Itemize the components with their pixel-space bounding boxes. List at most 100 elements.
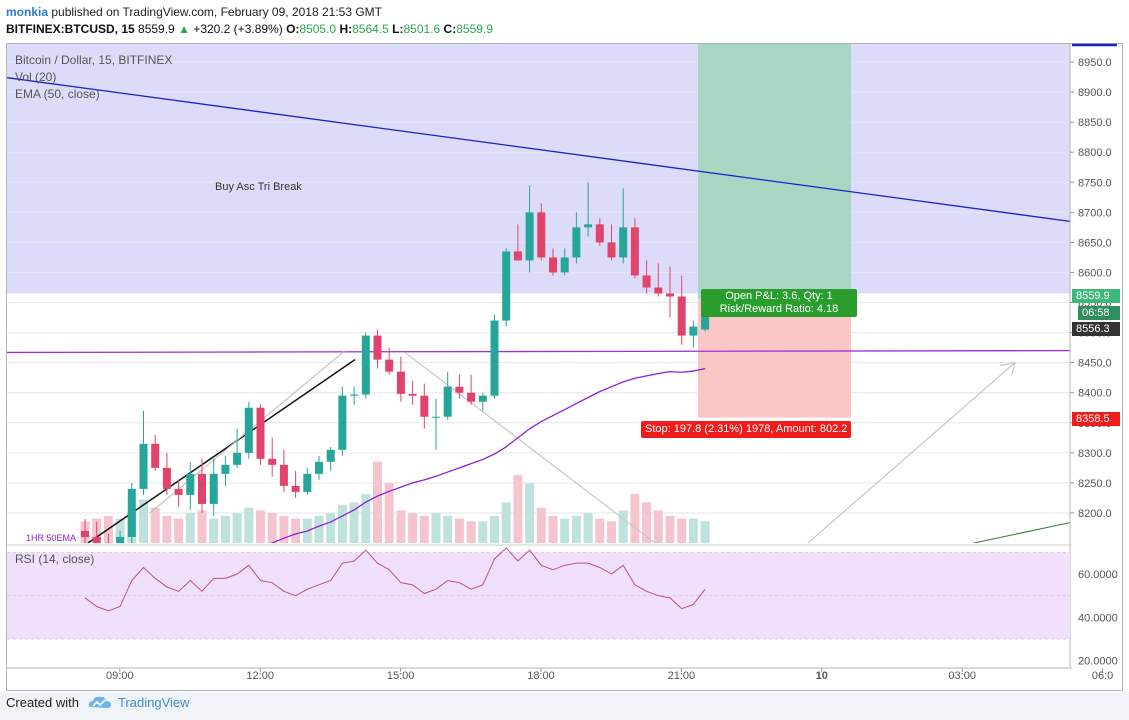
close-value: 8559.9 xyxy=(456,22,493,36)
volume-bar xyxy=(653,510,663,543)
volume-bar xyxy=(454,518,464,543)
arrow-head-icon xyxy=(999,361,1016,375)
volume-bar xyxy=(244,507,254,543)
volume-bar xyxy=(525,483,535,543)
volume-bar xyxy=(419,515,429,543)
volume-bar xyxy=(548,515,558,543)
author-link[interactable]: monkia xyxy=(6,5,49,19)
volume-bar xyxy=(291,518,301,543)
open-label: O: xyxy=(286,22,300,36)
tradingview-logo-icon xyxy=(89,696,111,708)
tradingview-brand-link[interactable]: TradingView xyxy=(118,695,190,710)
price-change: +320.2 (+3.89%) xyxy=(193,22,283,36)
ema-tag: 1HR 50EMA xyxy=(26,533,77,543)
high-label: H: xyxy=(339,22,353,36)
rsi-tick-label: 20.0000 xyxy=(1078,656,1118,668)
ema-legend: EMA (50, close) xyxy=(15,87,100,101)
close-label: C: xyxy=(443,22,457,36)
volume-bar xyxy=(677,518,687,543)
up-triangle-icon: ▲ xyxy=(178,22,190,36)
price-tick-label: 8400.0 xyxy=(1078,388,1112,400)
volume-bar xyxy=(490,515,499,543)
volume-legend: Vol (20) xyxy=(15,70,57,84)
volume-bar xyxy=(642,502,652,543)
footer xyxy=(0,692,1129,720)
entry-price-tag: 8556.3 xyxy=(1072,322,1120,336)
stop-price-tag: 8358.5 xyxy=(1072,412,1120,426)
candle-body xyxy=(432,416,440,418)
low-value: 8501.6 xyxy=(403,22,441,36)
candle-body xyxy=(186,473,195,495)
time-tick-label: 12:00 xyxy=(246,670,274,682)
candle-body xyxy=(560,257,569,273)
price-tick-label: 8900.0 xyxy=(1078,87,1112,99)
horizontal-support-line xyxy=(7,349,1070,354)
candle-body xyxy=(151,443,160,468)
candle-body xyxy=(268,458,277,465)
volume-bar xyxy=(314,515,324,543)
ema50-line xyxy=(270,368,706,543)
volume-bar xyxy=(571,515,581,543)
volume-bar xyxy=(607,521,616,543)
candle-body xyxy=(420,395,429,417)
volume-bar xyxy=(700,521,710,543)
time-tick-label: 18:00 xyxy=(527,670,555,682)
time-tick-label: 09:00 xyxy=(106,670,134,682)
published-text: published on TradingView.com, February 0… xyxy=(51,5,382,19)
ohlc-line: BITFINEX:BTCUSD, 15 8559.9 ▲ +320.2 (+3.… xyxy=(6,22,493,36)
volume-bar xyxy=(466,521,476,543)
candle-body xyxy=(595,224,604,243)
volume-bar xyxy=(150,507,160,543)
candle-body xyxy=(490,320,499,396)
volume-bar xyxy=(583,513,593,543)
profit-zone xyxy=(698,44,851,299)
publish-line: monkia published on TradingView.com, Feb… xyxy=(6,5,382,19)
volume-bar xyxy=(478,521,488,543)
candle-body xyxy=(221,464,230,474)
candle-body xyxy=(174,488,183,495)
volume-bar xyxy=(560,518,570,543)
open-value: 8505.0 xyxy=(299,22,337,36)
volume-bar xyxy=(267,513,277,543)
volume-bar xyxy=(220,515,230,543)
last-price-tag: 8559.9 xyxy=(1072,289,1120,303)
candle-body xyxy=(279,464,288,486)
time-tick-label: 10 xyxy=(816,670,828,682)
candle-body xyxy=(338,395,347,450)
candle-body xyxy=(139,443,148,489)
candle-body xyxy=(116,536,125,543)
volume-bar xyxy=(396,510,406,543)
chart-frame xyxy=(6,43,1123,691)
candle-body xyxy=(455,386,464,393)
countdown-tag: 06:58 xyxy=(1078,306,1120,320)
symbol-label: BITFINEX:BTCUSD, 15 xyxy=(6,22,135,36)
rsi-legend: RSI (14, close) xyxy=(15,552,95,566)
buy-note: Buy Asc Tri Break xyxy=(215,181,302,193)
candle-body xyxy=(92,536,101,543)
low-label: L: xyxy=(392,22,404,36)
risk-reward-label: Risk/Reward Ratio: 4.18 xyxy=(719,303,839,315)
candle-body xyxy=(537,212,546,258)
candle-body xyxy=(104,543,112,549)
open-pnl-label: Open P&L: 3.6, Qty: 1 xyxy=(725,290,833,302)
candle-body xyxy=(630,227,639,276)
volume-bar xyxy=(443,515,453,543)
candle-body xyxy=(666,293,674,297)
candle-body xyxy=(396,371,405,394)
candle-body xyxy=(689,326,698,336)
candle-body xyxy=(408,393,417,396)
candle-body xyxy=(291,485,300,492)
volume-bar xyxy=(688,518,698,543)
created-with: Created with xyxy=(6,695,79,710)
volume-bar xyxy=(185,513,195,543)
price-tick-label: 8750.0 xyxy=(1078,177,1112,189)
volume-bar xyxy=(431,513,441,543)
descending-trendline xyxy=(7,77,1070,222)
time-tick-label: 15:00 xyxy=(387,670,415,682)
stop-box: Stop: 197.8 (2.31%) 1978, Amount: 802.2 xyxy=(641,421,852,438)
chart-title: Bitcoin / Dollar, 15, BITFINEX xyxy=(15,53,173,67)
candle-body xyxy=(233,452,242,465)
candle-body xyxy=(256,407,265,459)
profit-box: Open P&L: 3.6, Qty: 1 Risk/Reward Ratio:… xyxy=(701,289,857,317)
